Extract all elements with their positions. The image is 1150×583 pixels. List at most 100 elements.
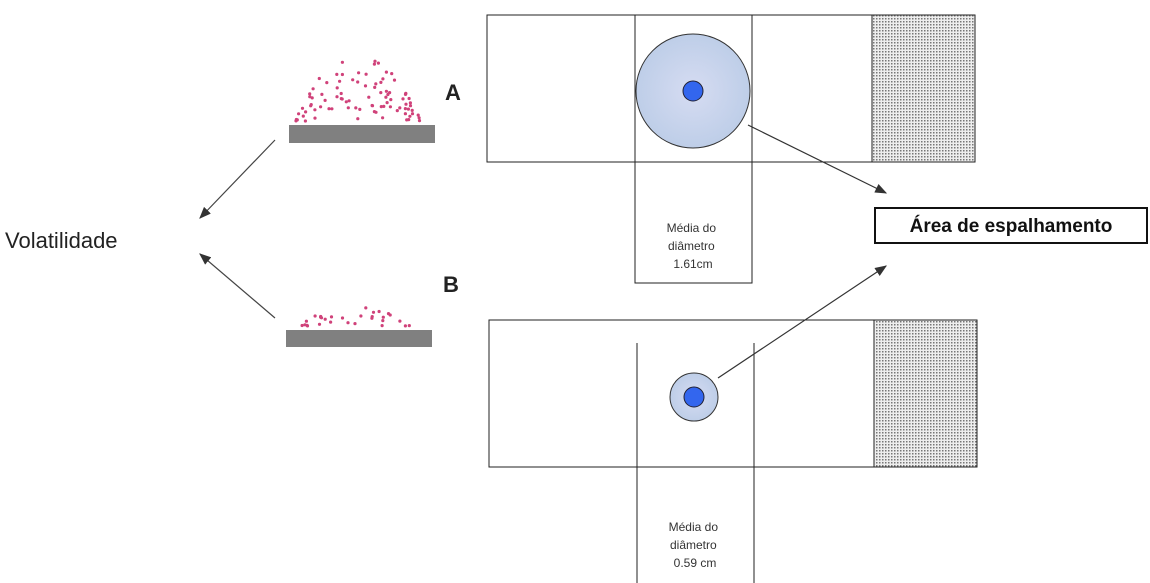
droplet bbox=[347, 106, 350, 109]
droplet bbox=[336, 86, 339, 89]
droplet bbox=[409, 101, 412, 104]
caption-line: 1.61cm bbox=[673, 257, 712, 271]
droplet bbox=[374, 82, 377, 85]
marker-b: B bbox=[443, 272, 459, 297]
droplet bbox=[371, 104, 374, 107]
droplet bbox=[335, 95, 338, 98]
droplet bbox=[381, 116, 384, 119]
droplet bbox=[301, 324, 304, 327]
droplet bbox=[359, 314, 362, 317]
droplet bbox=[311, 96, 314, 99]
caption-line: Média do bbox=[669, 520, 719, 534]
droplet bbox=[324, 318, 327, 321]
droplet bbox=[318, 77, 321, 80]
droplets-a bbox=[294, 60, 421, 123]
droplet bbox=[338, 80, 341, 83]
droplet bbox=[357, 71, 360, 74]
droplet bbox=[330, 107, 333, 110]
droplet bbox=[411, 112, 414, 115]
droplet bbox=[301, 107, 304, 110]
droplet bbox=[381, 324, 384, 327]
droplet bbox=[330, 315, 333, 318]
droplet bbox=[396, 109, 399, 112]
droplet bbox=[346, 321, 349, 324]
droplet bbox=[304, 119, 307, 122]
frosted-end bbox=[874, 320, 977, 467]
droplet bbox=[367, 96, 370, 99]
droplet bbox=[356, 117, 359, 120]
droplet bbox=[389, 105, 392, 108]
droplet bbox=[373, 60, 376, 63]
droplet bbox=[389, 98, 392, 101]
droplet bbox=[303, 323, 306, 326]
droplet bbox=[351, 78, 354, 81]
droplet bbox=[385, 71, 388, 74]
volatility-label: Volatilidade bbox=[5, 228, 118, 253]
droplet bbox=[364, 84, 367, 87]
droplet bbox=[341, 73, 344, 76]
droplet bbox=[386, 93, 389, 96]
surface-a bbox=[289, 125, 435, 143]
droplet bbox=[312, 87, 315, 90]
droplet bbox=[411, 109, 414, 112]
droplet bbox=[354, 106, 357, 109]
droplet bbox=[314, 314, 317, 317]
droplet bbox=[295, 118, 298, 121]
droplet bbox=[309, 104, 312, 107]
droplet bbox=[387, 312, 390, 315]
slide-caption: Média do diâmetro 0.59 cm bbox=[669, 520, 722, 570]
diagram: A B Volatilidade Média do diâmetro 1.61c… bbox=[0, 0, 1150, 583]
droplet bbox=[297, 112, 300, 115]
droplet bbox=[373, 63, 376, 66]
droplet bbox=[356, 80, 359, 83]
droplet bbox=[385, 90, 388, 93]
droplet bbox=[302, 115, 305, 118]
droplet bbox=[404, 103, 407, 106]
droplet bbox=[345, 100, 348, 103]
droplet bbox=[386, 101, 389, 104]
droplet bbox=[382, 316, 385, 319]
droplet bbox=[313, 108, 316, 111]
frosted-end bbox=[872, 15, 975, 162]
drop bbox=[683, 81, 703, 101]
droplet bbox=[374, 111, 377, 114]
droplet bbox=[409, 104, 412, 107]
droplet bbox=[417, 114, 420, 117]
droplet bbox=[404, 93, 407, 96]
droplet bbox=[372, 311, 375, 314]
caption-line: 0.59 cm bbox=[674, 556, 717, 570]
droplet bbox=[380, 105, 383, 108]
droplet bbox=[304, 110, 307, 113]
droplet bbox=[341, 316, 344, 319]
marker-a: A bbox=[445, 80, 461, 105]
droplet bbox=[393, 79, 396, 82]
droplet bbox=[308, 92, 311, 95]
arrow bbox=[200, 140, 275, 218]
droplet bbox=[381, 319, 384, 322]
caption-line: Média do bbox=[667, 221, 717, 235]
droplet bbox=[379, 91, 382, 94]
droplets-b bbox=[301, 306, 411, 327]
droplet bbox=[408, 324, 411, 327]
droplet bbox=[327, 107, 330, 110]
droplet bbox=[404, 112, 407, 115]
droplet bbox=[325, 81, 328, 84]
arrow bbox=[200, 254, 275, 318]
droplet bbox=[398, 320, 401, 323]
droplet bbox=[320, 93, 323, 96]
droplet bbox=[340, 97, 343, 100]
droplet bbox=[404, 107, 407, 110]
droplet bbox=[340, 92, 343, 95]
droplet bbox=[370, 317, 373, 320]
droplet bbox=[335, 73, 338, 76]
callout-label: Área de espalhamento bbox=[910, 215, 1113, 237]
droplet bbox=[319, 105, 322, 108]
droplet bbox=[365, 73, 368, 76]
drop bbox=[684, 387, 704, 407]
droplet bbox=[408, 97, 411, 100]
droplet bbox=[390, 72, 393, 75]
droplet bbox=[341, 61, 344, 64]
droplet bbox=[373, 86, 376, 89]
droplet bbox=[318, 323, 321, 326]
droplet bbox=[405, 118, 408, 121]
